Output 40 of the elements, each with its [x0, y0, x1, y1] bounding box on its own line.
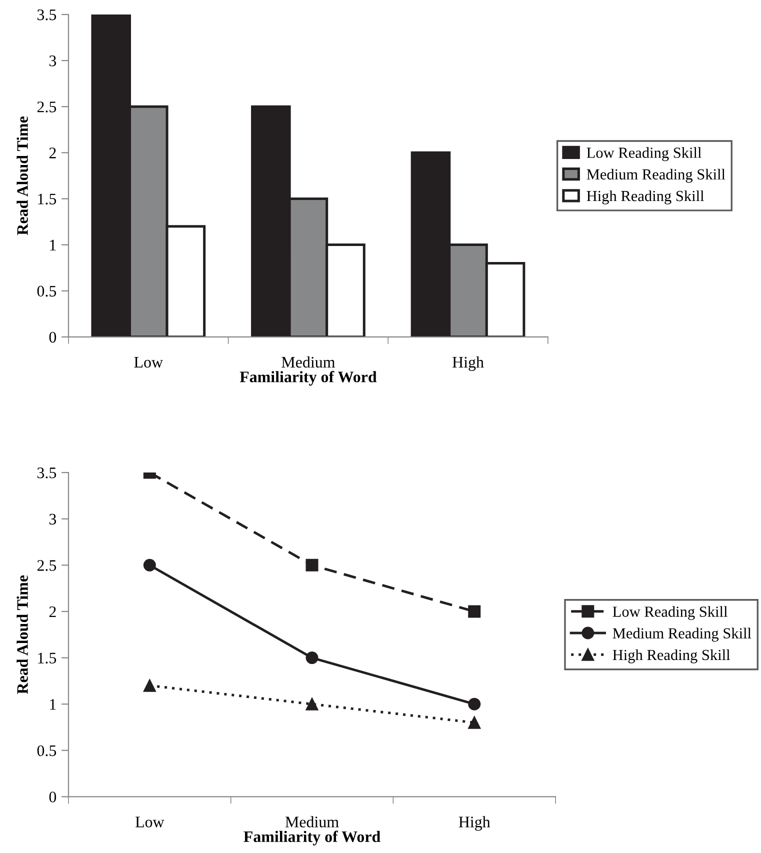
point — [143, 679, 156, 692]
legend-label: High Reading Skill — [586, 190, 704, 204]
y-tick-label: 0.5 — [37, 745, 56, 756]
legend-label: Low Reading Skill — [612, 606, 728, 620]
y-tick-label: 2 — [49, 148, 56, 158]
x-tick-label: Low — [135, 816, 164, 828]
legend-label: Low Reading Skill — [586, 147, 702, 162]
x-axis-title: Familiarity of Word — [244, 830, 380, 846]
legend-label: High Reading Skill — [612, 649, 730, 664]
x-tick-label: Medium — [282, 356, 336, 368]
y-tick-label: 0.5 — [37, 286, 56, 297]
point — [468, 698, 481, 710]
x-tick-label: High — [452, 356, 484, 371]
legend-label: Medium Reading Skill — [586, 168, 726, 183]
y-tick-label: 1.5 — [38, 652, 56, 664]
y-tick-label: 2.5 — [37, 102, 56, 112]
y-tick-label: 2 — [49, 606, 56, 618]
y-tick-label: 3.5 — [37, 468, 56, 478]
y-tick-label: 3 — [49, 514, 56, 525]
legend-label: Medium Reading Skill — [612, 628, 752, 642]
y-tick-label: 0 — [49, 792, 56, 802]
y-tick-label: 1 — [50, 699, 56, 710]
y-axis-title: Read Aloud Time — [16, 116, 28, 236]
x-tick-label: Medium — [285, 816, 339, 828]
y-tick-label: 3.5 — [37, 9, 56, 20]
y-tick-label: 3 — [49, 56, 56, 66]
y-axis-title: Read Aloud Time — [16, 575, 28, 694]
point — [468, 716, 481, 729]
y-tick-label: 0 — [49, 332, 56, 343]
y-tick-label: 1 — [50, 240, 56, 250]
point — [143, 558, 156, 572]
x-axis-title: Familiarity of Word — [240, 370, 377, 386]
y-tick-label: 1.5 — [38, 194, 56, 205]
point — [306, 558, 318, 572]
y-tick-label: 2.5 — [37, 560, 56, 571]
point — [468, 605, 481, 618]
x-tick-label: High — [458, 816, 490, 831]
point — [306, 652, 318, 664]
point — [306, 698, 318, 710]
x-tick-label: Low — [134, 357, 163, 368]
